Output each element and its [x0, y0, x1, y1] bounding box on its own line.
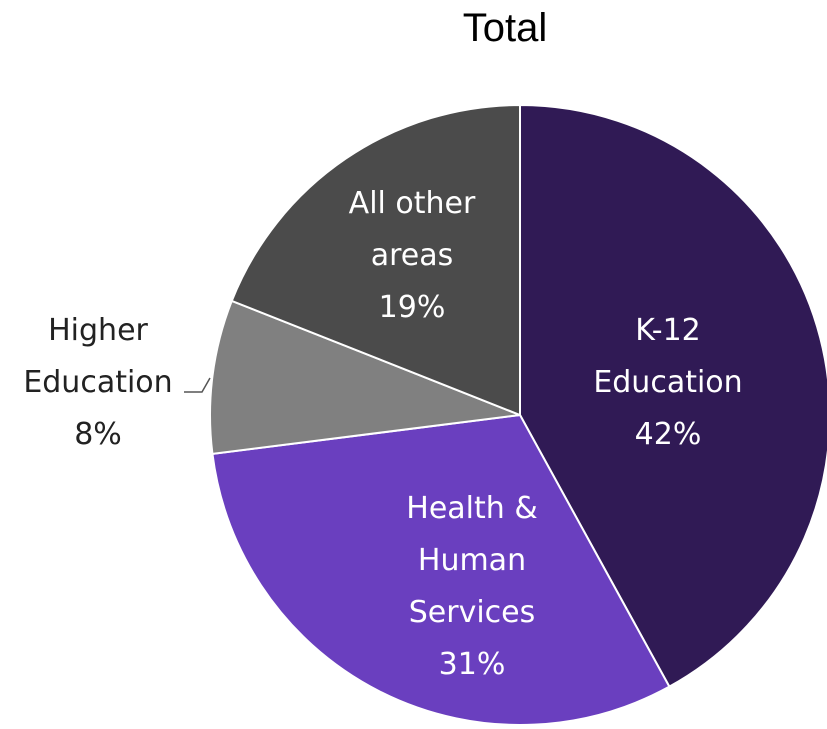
chart-title: Total	[462, 6, 548, 50]
slice-label: Health & Human Services 31%	[387, 483, 557, 691]
slice-label: Higher Education 8%	[8, 305, 188, 461]
pie-slice	[519, 103, 827, 689]
value-label: 42%	[634, 417, 702, 452]
slice-label: K-12 Education 42%	[578, 305, 758, 461]
category-label: Health & Human Services	[406, 491, 538, 630]
category-label: K-12 Education	[593, 313, 743, 400]
pie-slice	[209, 299, 521, 455]
category-label: Higher Education	[23, 313, 173, 400]
pie-slice	[211, 413, 671, 726]
pie-slice	[230, 103, 521, 417]
value-label: 31%	[438, 647, 506, 682]
value-label: 19%	[378, 290, 446, 325]
value-label: 8%	[74, 417, 122, 452]
category-label: All other areas	[348, 186, 476, 273]
slice-label: All other areas 19%	[327, 178, 497, 334]
leader-line	[184, 377, 211, 393]
